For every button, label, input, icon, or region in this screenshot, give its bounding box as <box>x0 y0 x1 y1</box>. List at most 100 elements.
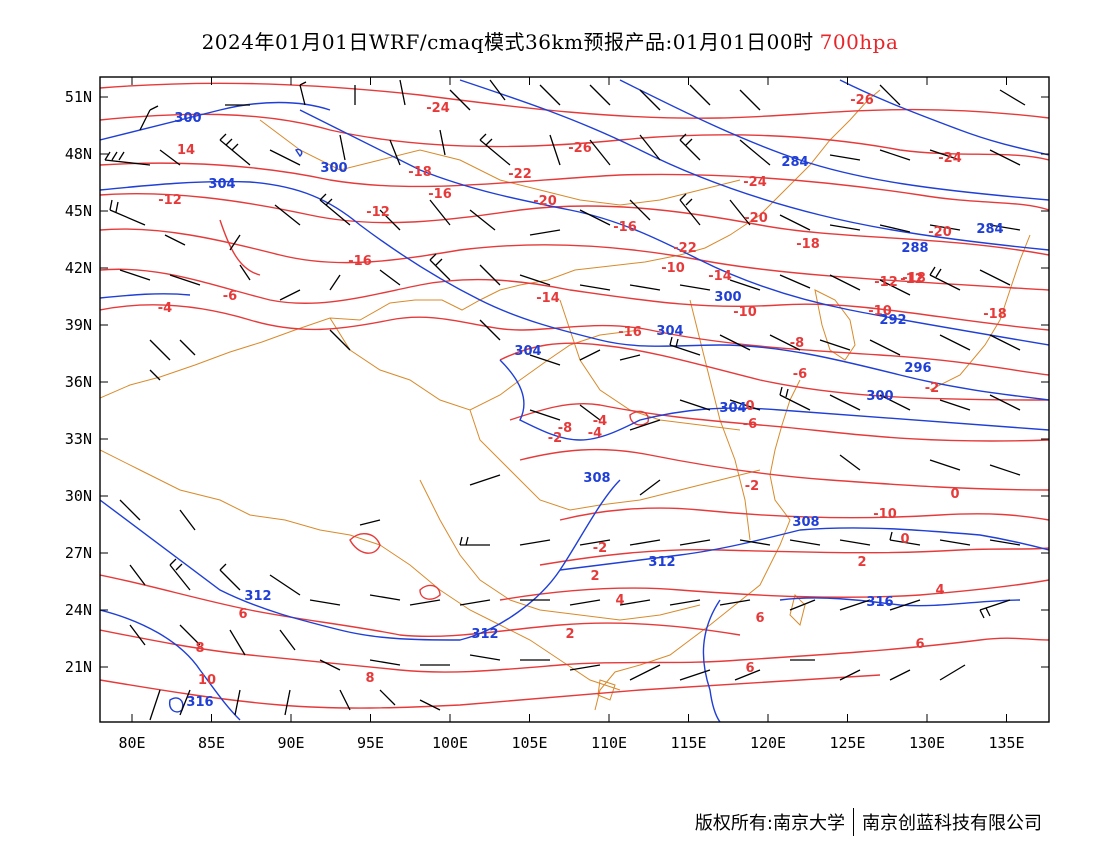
wind-barb <box>489 79 506 101</box>
temperature-label: -4 <box>588 426 602 441</box>
lat-label: 30N <box>65 487 92 505</box>
wind-barb <box>979 269 1011 286</box>
temperature-label: 2 <box>565 627 574 642</box>
wind-barb <box>589 84 611 106</box>
wind-barb <box>529 409 561 421</box>
map-frame <box>99 76 1050 723</box>
wind-barb <box>789 599 816 611</box>
wind-barb <box>679 539 711 546</box>
wind-barb <box>269 574 301 596</box>
wind-barb <box>989 224 1021 231</box>
wind-barb <box>929 459 961 471</box>
wind-barb <box>419 699 441 711</box>
wind-barb <box>339 134 346 161</box>
wind-barb <box>279 289 301 301</box>
wind-barb <box>529 354 561 366</box>
lat-label: 27N <box>65 544 92 562</box>
temperature-label: -6 <box>793 367 807 382</box>
map-title: 2024年01月01日WRF/cmaq模式36km预报产品:01月01日00时 7… <box>0 26 1100 55</box>
temperature-label: -2 <box>593 541 607 556</box>
temperature-label: -18 <box>902 271 926 286</box>
geopotential-label: 296 <box>904 361 931 376</box>
wind-barb <box>619 599 651 606</box>
wind-barb <box>329 329 351 351</box>
geopotential-label: 312 <box>471 627 498 642</box>
temperature-label: -22 <box>673 241 697 256</box>
lat-label: 51N <box>65 88 92 106</box>
temperature-label: 4 <box>935 583 944 598</box>
wind-barb <box>889 599 921 611</box>
wind-barb <box>629 284 661 291</box>
geopotential-label: 284 <box>781 155 808 170</box>
wind-barb <box>719 599 751 606</box>
wind-barb <box>829 274 861 291</box>
temperature-label: -6 <box>743 417 757 432</box>
wind-barb <box>989 149 1021 166</box>
temperature-label: 2 <box>590 569 599 584</box>
wind-barb <box>879 224 911 233</box>
temperature-label: 6 <box>915 637 924 652</box>
geopotential-label: 308 <box>583 471 610 486</box>
province-6 <box>259 119 741 206</box>
temperature-label: -4 <box>593 414 607 429</box>
wind-barb <box>149 369 161 381</box>
wind-barb <box>359 519 381 526</box>
temperature-label: -12 <box>874 275 898 290</box>
wind-barb <box>829 224 861 231</box>
geopotential-label: 316 <box>186 695 213 710</box>
temperature-label: -26 <box>568 141 592 156</box>
wind-barb <box>629 419 661 431</box>
wind-barb <box>729 279 761 291</box>
temperature-label: 4 <box>615 593 624 608</box>
lon-label: 135E <box>988 734 1024 752</box>
wind-barb <box>789 539 821 546</box>
wind-barb <box>519 274 551 286</box>
wind-barb <box>179 624 201 646</box>
temperature-label: -22 <box>508 167 532 182</box>
wind-barb <box>989 394 1021 411</box>
wind-barb <box>569 664 601 671</box>
lon-label: 100E <box>432 734 468 752</box>
province-2 <box>469 409 761 511</box>
wind-barb <box>639 134 661 161</box>
wind-barb <box>829 154 861 161</box>
geopotential-label: 304 <box>208 177 235 192</box>
wind-barb <box>929 224 961 231</box>
temperature-label: -10 <box>661 261 685 276</box>
lat-label: 45N <box>65 202 92 220</box>
wind-barb <box>119 269 151 281</box>
wind-barb <box>379 269 401 286</box>
china-border <box>100 89 881 399</box>
temperature-label: -10 <box>868 304 892 319</box>
temperature-label: 0 <box>900 532 909 547</box>
lon-label: 115E <box>670 734 706 752</box>
wind-barb <box>679 399 711 411</box>
temperature-label: -4 <box>158 301 172 316</box>
temperature-label: -10 <box>873 507 897 522</box>
wind-barb <box>579 539 611 546</box>
wind-barb <box>829 394 861 411</box>
province-4 <box>419 479 701 621</box>
wind-barb <box>629 664 661 681</box>
temperature-label: -8 <box>790 336 804 351</box>
wind-barb <box>579 349 601 361</box>
wind-barb <box>319 193 351 226</box>
wind-barb <box>839 599 871 611</box>
geopotential-label: 292 <box>879 313 906 328</box>
wind-barb <box>169 558 191 591</box>
wind-barb <box>989 334 1021 351</box>
temperature-label: 2 <box>857 555 866 570</box>
geopotential-label: 312 <box>244 589 271 604</box>
lat-label: 42N <box>65 259 92 277</box>
latitude-axis: 51N 48N 45N 42N 39N 36N 33N 30N 27N 24N 21N <box>65 88 1049 676</box>
wind-barb <box>879 149 911 161</box>
wind-barb <box>719 334 751 351</box>
temperature-label: -24 <box>426 101 450 116</box>
wind-barb <box>369 659 401 666</box>
wind-barb <box>629 539 661 546</box>
lon-label: 120E <box>750 734 786 752</box>
wind-barb <box>989 539 1021 546</box>
temperature-label: -20 <box>928 225 952 240</box>
wind-barb <box>229 629 246 656</box>
temperature-label: -2 <box>745 479 759 494</box>
